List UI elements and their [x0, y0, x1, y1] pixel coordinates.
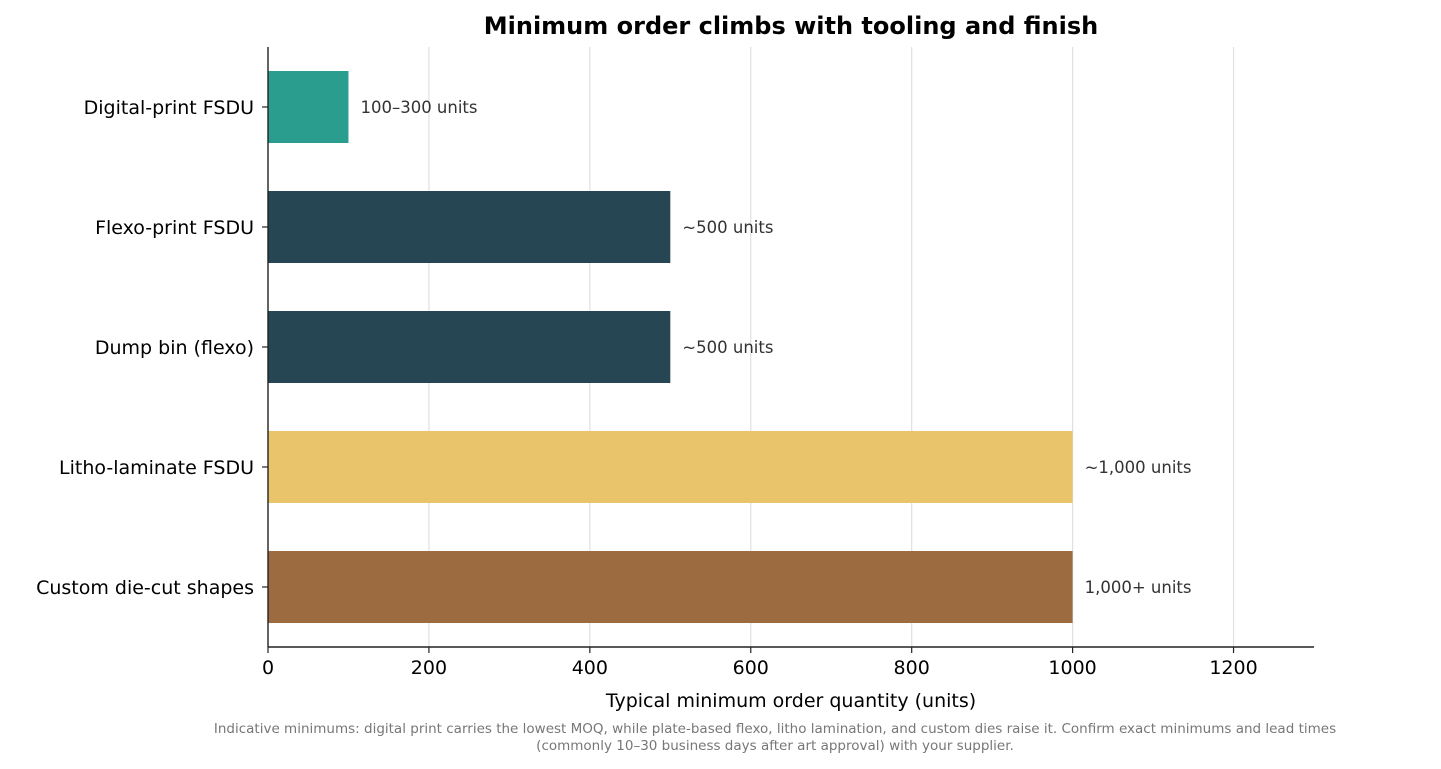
gridlines [428, 47, 1235, 647]
data-label: ~500 units [682, 338, 773, 357]
data-label: ~500 units [682, 218, 773, 237]
bar [268, 191, 671, 263]
data-labels: 100–300 units ~500 units ~500 units ~1,000 … [360, 98, 1191, 597]
bar [268, 71, 349, 143]
x-tick-label: 1200 [1209, 657, 1257, 679]
x-tick-label: 800 [894, 657, 930, 679]
y-tick-label: Custom die-cut shapes [36, 577, 254, 599]
data-label: ~1,000 units [1085, 458, 1192, 477]
bars [268, 71, 1073, 623]
chart-title: Minimum order climbs with tooling and fi… [484, 12, 1098, 40]
x-tick-label: 600 [733, 657, 769, 679]
data-label: 1,000+ units [1085, 578, 1192, 597]
footnote-line-1: Indicative minimums: digital print carri… [213, 721, 1337, 737]
x-axis-label: Typical minimum order quantity (units) [605, 690, 976, 712]
x-tick-label: 0 [262, 657, 274, 679]
x-tick-label: 1000 [1048, 657, 1096, 679]
data-label: 100–300 units [360, 98, 477, 117]
x-axis: 0 200 400 600 800 1000 1200 [262, 646, 1314, 679]
x-tick-label: 400 [572, 657, 608, 679]
footnote: Indicative minimums: digital print carri… [0, 721, 1441, 755]
y-tick-label: Dump bin (flexo) [95, 337, 254, 359]
y-tick-label: Litho-laminate FSDU [59, 457, 254, 479]
x-tick-label: 200 [411, 657, 447, 679]
bar [268, 311, 671, 383]
bar [268, 431, 1073, 503]
y-tick-label: Flexo-print FSDU [95, 217, 254, 239]
footnote-line-2: (commonly 10–30 business days after art … [536, 738, 1014, 754]
y-tick-label: Digital-print FSDU [84, 97, 254, 119]
moq-bar-chart: Minimum order climbs with tooling and fi… [36, 12, 1314, 712]
bar [268, 551, 1073, 623]
y-axis: Digital-print FSDU Flexo-print FSDU Dump b… [36, 47, 269, 647]
